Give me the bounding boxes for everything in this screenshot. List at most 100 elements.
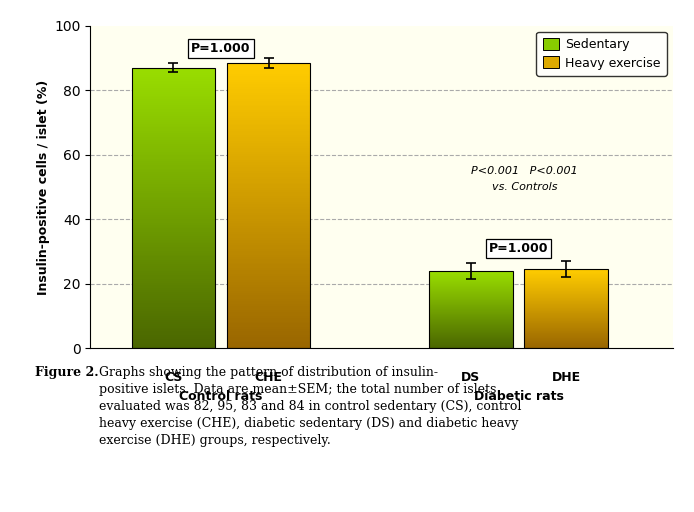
Bar bbox=[227, 125, 310, 127]
Bar bbox=[132, 127, 215, 129]
Bar bbox=[132, 157, 215, 159]
Bar bbox=[430, 279, 513, 280]
Bar bbox=[132, 140, 215, 142]
Bar bbox=[227, 236, 310, 238]
Bar bbox=[227, 319, 310, 322]
Bar bbox=[132, 107, 215, 109]
Text: DHE: DHE bbox=[552, 371, 581, 383]
Bar bbox=[430, 290, 513, 291]
Bar bbox=[132, 320, 215, 322]
Bar bbox=[227, 298, 310, 301]
Bar bbox=[525, 340, 608, 341]
Bar bbox=[132, 200, 215, 202]
Bar bbox=[430, 344, 513, 345]
Bar bbox=[132, 226, 215, 228]
Text: vs. Controls: vs. Controls bbox=[492, 182, 557, 192]
Bar bbox=[227, 221, 310, 223]
Bar bbox=[227, 312, 310, 314]
Bar bbox=[227, 127, 310, 130]
Bar bbox=[227, 175, 310, 177]
Bar bbox=[525, 322, 608, 323]
Bar bbox=[132, 245, 215, 247]
Bar bbox=[132, 202, 215, 204]
Bar bbox=[430, 299, 513, 300]
Bar bbox=[525, 279, 608, 280]
Bar bbox=[525, 328, 608, 329]
Bar bbox=[132, 170, 215, 173]
Bar bbox=[227, 284, 310, 285]
Bar bbox=[430, 293, 513, 294]
Bar bbox=[227, 148, 310, 150]
Bar bbox=[525, 342, 608, 343]
Bar bbox=[227, 249, 310, 251]
Bar bbox=[132, 313, 215, 314]
Bar bbox=[227, 263, 310, 264]
Bar bbox=[132, 221, 215, 223]
Bar bbox=[132, 225, 215, 226]
Bar bbox=[525, 303, 608, 304]
Bar bbox=[525, 291, 608, 292]
Bar bbox=[227, 257, 310, 259]
Bar bbox=[525, 301, 608, 302]
Bar bbox=[430, 328, 513, 329]
Bar bbox=[227, 163, 310, 165]
Bar bbox=[227, 141, 310, 143]
Bar bbox=[430, 324, 513, 325]
Bar bbox=[132, 183, 215, 185]
Bar bbox=[227, 261, 310, 263]
Bar bbox=[132, 316, 215, 318]
Bar bbox=[525, 321, 608, 322]
Bar bbox=[132, 176, 215, 178]
Bar bbox=[430, 283, 513, 284]
Bar bbox=[430, 347, 513, 348]
Bar bbox=[227, 331, 310, 333]
Bar bbox=[132, 211, 215, 214]
Bar bbox=[132, 187, 215, 189]
Text: DS: DS bbox=[462, 371, 480, 383]
Bar bbox=[430, 310, 513, 311]
Bar bbox=[227, 203, 310, 205]
Bar bbox=[227, 99, 310, 101]
Bar bbox=[227, 154, 310, 156]
Bar bbox=[430, 317, 513, 318]
Bar bbox=[132, 122, 215, 124]
Bar bbox=[525, 276, 608, 277]
Bar bbox=[227, 251, 310, 253]
Bar bbox=[525, 312, 608, 313]
Bar bbox=[132, 168, 215, 170]
Bar bbox=[525, 306, 608, 307]
Bar bbox=[227, 335, 310, 337]
Bar bbox=[132, 311, 215, 313]
Text: Figure 2.: Figure 2. bbox=[35, 366, 99, 379]
Bar bbox=[132, 159, 215, 161]
Bar bbox=[430, 346, 513, 347]
Bar bbox=[132, 204, 215, 206]
Bar bbox=[227, 215, 310, 217]
Bar bbox=[430, 343, 513, 344]
Bar bbox=[525, 269, 608, 270]
Bar bbox=[430, 331, 513, 332]
Text: CS: CS bbox=[164, 371, 183, 383]
Bar bbox=[430, 286, 513, 287]
Bar bbox=[227, 310, 310, 312]
Bar bbox=[227, 139, 310, 141]
Bar bbox=[132, 283, 215, 285]
Bar bbox=[227, 322, 310, 324]
Bar bbox=[227, 324, 310, 325]
Bar bbox=[525, 294, 608, 295]
Bar bbox=[227, 343, 310, 345]
Bar bbox=[132, 294, 215, 296]
Bar bbox=[525, 290, 608, 291]
Bar bbox=[227, 83, 310, 86]
Bar bbox=[227, 110, 310, 112]
Bar bbox=[525, 284, 608, 285]
Bar bbox=[132, 269, 215, 271]
Bar bbox=[227, 346, 310, 348]
Bar bbox=[525, 273, 608, 274]
Bar bbox=[227, 74, 310, 76]
Bar bbox=[430, 340, 513, 341]
Bar bbox=[227, 91, 310, 93]
Bar bbox=[525, 286, 608, 287]
Bar bbox=[525, 343, 608, 344]
Bar bbox=[430, 285, 513, 286]
